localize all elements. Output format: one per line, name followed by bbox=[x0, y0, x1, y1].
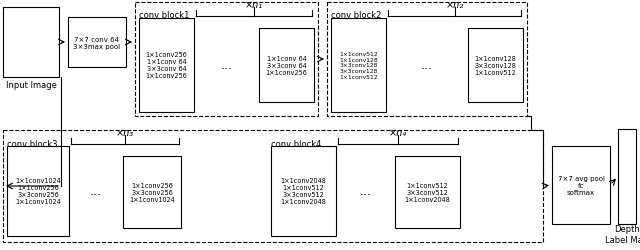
Bar bbox=[68, 18, 126, 68]
Text: conv block1: conv block1 bbox=[139, 11, 189, 20]
Text: 1×1conv 64
3×3conv 64
1×1conv256: 1×1conv 64 3×3conv 64 1×1conv256 bbox=[266, 56, 307, 76]
Bar bbox=[259, 29, 314, 102]
Text: ...: ... bbox=[221, 59, 232, 72]
Text: ×n₃: ×n₃ bbox=[116, 128, 134, 138]
Text: ...: ... bbox=[421, 59, 433, 72]
Bar bbox=[395, 156, 460, 228]
Text: 7×7 conv 64
3×3max pool: 7×7 conv 64 3×3max pool bbox=[74, 36, 120, 49]
Bar bbox=[271, 146, 336, 236]
Bar bbox=[327, 3, 527, 116]
Bar bbox=[331, 19, 386, 112]
Bar bbox=[618, 130, 636, 224]
Bar bbox=[139, 19, 194, 112]
Text: 1×1conv1024
1×1conv256
3×3conv256
1×1conv1024: 1×1conv1024 1×1conv256 3×3conv256 1×1con… bbox=[15, 178, 61, 205]
Text: 1×1conv2048
1×1conv512
3×3conv512
1×1conv2048: 1×1conv2048 1×1conv512 3×3conv512 1×1con… bbox=[280, 178, 326, 205]
Text: 1×1conv256
3×3conv256
1×1conv1024: 1×1conv256 3×3conv256 1×1conv1024 bbox=[129, 182, 175, 202]
Text: Input Image: Input Image bbox=[6, 81, 56, 90]
Bar bbox=[3, 8, 59, 78]
Text: 1×1conv512
1×1conv128
3×3conv128
3×3conv128
1×1conv512: 1×1conv512 1×1conv128 3×3conv128 3×3conv… bbox=[339, 52, 378, 80]
Bar bbox=[552, 146, 610, 224]
Text: 7×7 avg pool
fc
softmax: 7×7 avg pool fc softmax bbox=[557, 175, 605, 195]
Text: ×n₂: ×n₂ bbox=[445, 0, 463, 10]
Text: ×n₁: ×n₁ bbox=[245, 0, 263, 10]
Bar bbox=[7, 146, 69, 236]
Text: 1×1conv256
1×1conv 64
3×3conv 64
1×1conv256: 1×1conv256 1×1conv 64 3×3conv 64 1×1conv… bbox=[146, 52, 188, 79]
Text: 1×1conv128
3×3conv128
1×1conv512: 1×1conv128 3×3conv128 1×1conv512 bbox=[475, 56, 516, 76]
Bar bbox=[123, 156, 181, 228]
Text: ...: ... bbox=[90, 185, 102, 198]
Text: conv block4: conv block4 bbox=[271, 140, 321, 148]
Bar bbox=[468, 29, 523, 102]
Bar bbox=[3, 130, 543, 242]
Text: conv block3: conv block3 bbox=[7, 140, 58, 148]
Text: ...: ... bbox=[360, 185, 371, 198]
Text: ×n₄: ×n₄ bbox=[389, 128, 407, 138]
Text: conv block2: conv block2 bbox=[331, 11, 381, 20]
Bar bbox=[135, 3, 318, 116]
Text: 1×1conv512
3×3conv512
1×1conv2048: 1×1conv512 3×3conv512 1×1conv2048 bbox=[404, 182, 451, 202]
Text: Depth
Label Map: Depth Label Map bbox=[605, 224, 640, 244]
